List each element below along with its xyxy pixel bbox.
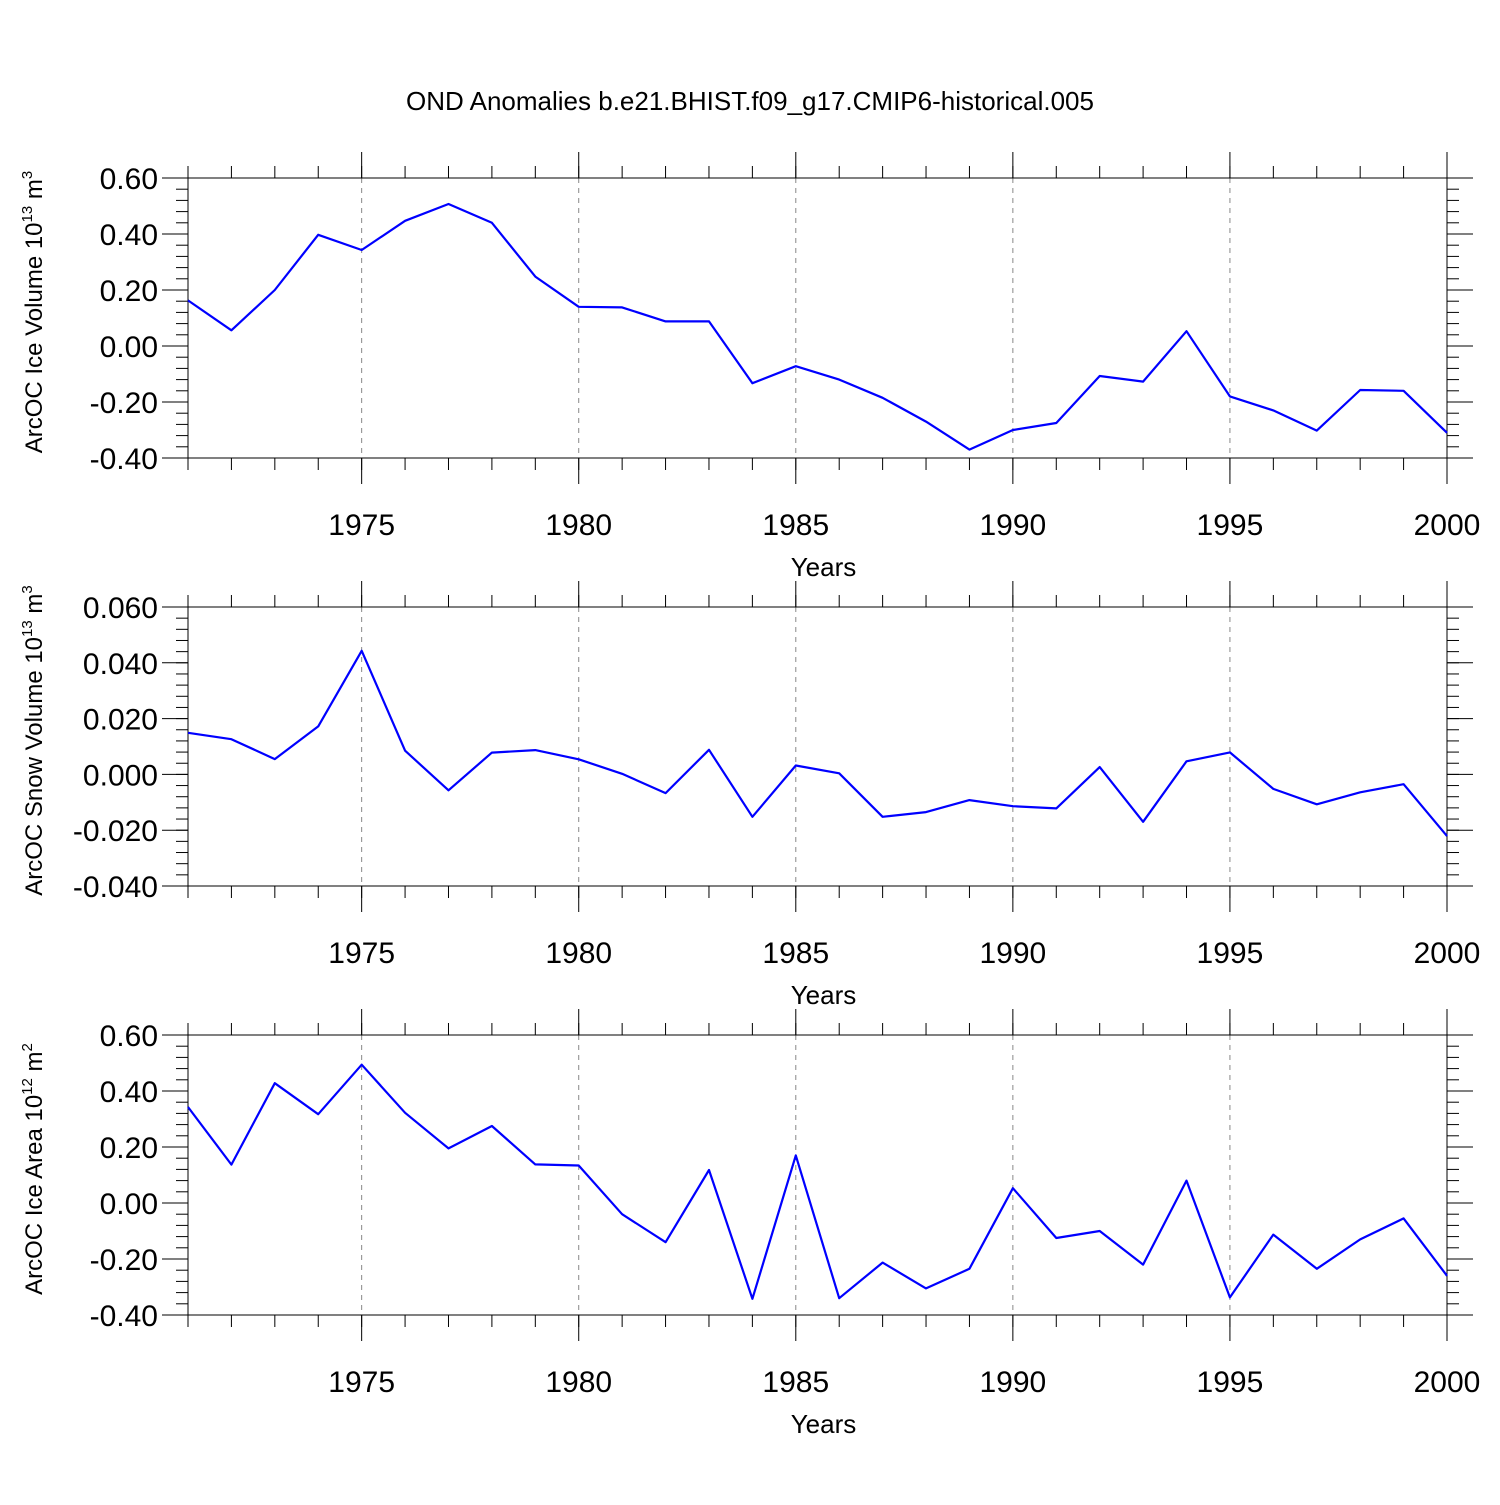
y-tick-label: 0.000 — [83, 759, 158, 792]
x-tick-label: 1990 — [979, 1366, 1046, 1399]
x-tick-label: 1990 — [979, 937, 1046, 970]
y-tick-label: 0.00 — [100, 331, 158, 364]
x-tick-label: 1995 — [1197, 509, 1264, 542]
x-tick-label: 1975 — [328, 509, 395, 542]
x-tick-label: 1995 — [1197, 1366, 1264, 1399]
panel-2: 1975 1980 1985 1990 1995 2000 0.060 0.040 0.020 0… — [19, 581, 1480, 1010]
x-tick-label: 1980 — [545, 509, 612, 542]
y-tick-label: -0.40 — [90, 1300, 158, 1333]
x-axis-label: Years — [791, 552, 857, 582]
plot-frame — [187, 177, 1448, 459]
y-tick-label: 0.00 — [100, 1188, 158, 1221]
y-tick-label: 0.40 — [100, 1076, 158, 1109]
x-tick-label: 2000 — [1414, 1366, 1481, 1399]
x-tick-label: 2000 — [1414, 509, 1481, 542]
y-axis-label: ArcOC Ice Area 1012 m2 — [19, 1043, 48, 1295]
series-line — [187, 202, 1448, 451]
x-axis-label: Years — [791, 1409, 857, 1439]
y-tick-label: 0.40 — [100, 219, 158, 252]
y-tick-label: -0.020 — [73, 815, 158, 848]
x-tick-label: 1985 — [762, 509, 829, 542]
y-tick-label: 0.060 — [83, 592, 158, 625]
panel-1: 1975 1980 1985 1990 1995 2000 0.60 0.40 0.20 0.00… — [19, 152, 1480, 582]
x-tick-label: 1985 — [762, 1366, 829, 1399]
y-tick-label: 0.20 — [100, 275, 158, 308]
x-tick-label: 1980 — [545, 1366, 612, 1399]
plot-frame — [187, 1034, 1448, 1316]
y-tick-label: 0.020 — [83, 704, 158, 737]
x-tick-label: 2000 — [1414, 937, 1481, 970]
y-axis-label: ArcOC Snow Volume 1013 m3 — [19, 585, 48, 896]
series-line — [187, 1063, 1448, 1300]
x-tick-label: 1975 — [328, 1366, 395, 1399]
series-line — [187, 649, 1448, 837]
x-tick-label: 1985 — [762, 937, 829, 970]
y-axis-label: ArcOC Ice Volume 1013 m3 — [19, 171, 48, 453]
x-tick-label: 1980 — [545, 937, 612, 970]
y-tick-label: 0.60 — [100, 1020, 158, 1053]
x-tick-label: 1975 — [328, 937, 395, 970]
y-tick-label: -0.20 — [90, 1244, 158, 1277]
y-tick-label: 0.20 — [100, 1132, 158, 1165]
y-tick-label: -0.40 — [90, 443, 158, 476]
figure-title: OND Anomalies b.e21.BHIST.f09_g17.CMIP6-… — [406, 86, 1094, 116]
plot-frame — [187, 606, 1448, 887]
panel-3: 1975 1980 1985 1990 1995 2000 0.60 0.40 0.20 0.00… — [19, 1009, 1480, 1439]
y-tick-label: -0.20 — [90, 387, 158, 420]
x-tick-label: 1995 — [1197, 937, 1264, 970]
y-tick-label: -0.040 — [73, 871, 158, 904]
x-axis-label: Years — [791, 980, 857, 1010]
y-tick-label: 0.040 — [83, 648, 158, 681]
x-tick-label: 1990 — [979, 509, 1046, 542]
y-tick-label: 0.60 — [100, 163, 158, 196]
